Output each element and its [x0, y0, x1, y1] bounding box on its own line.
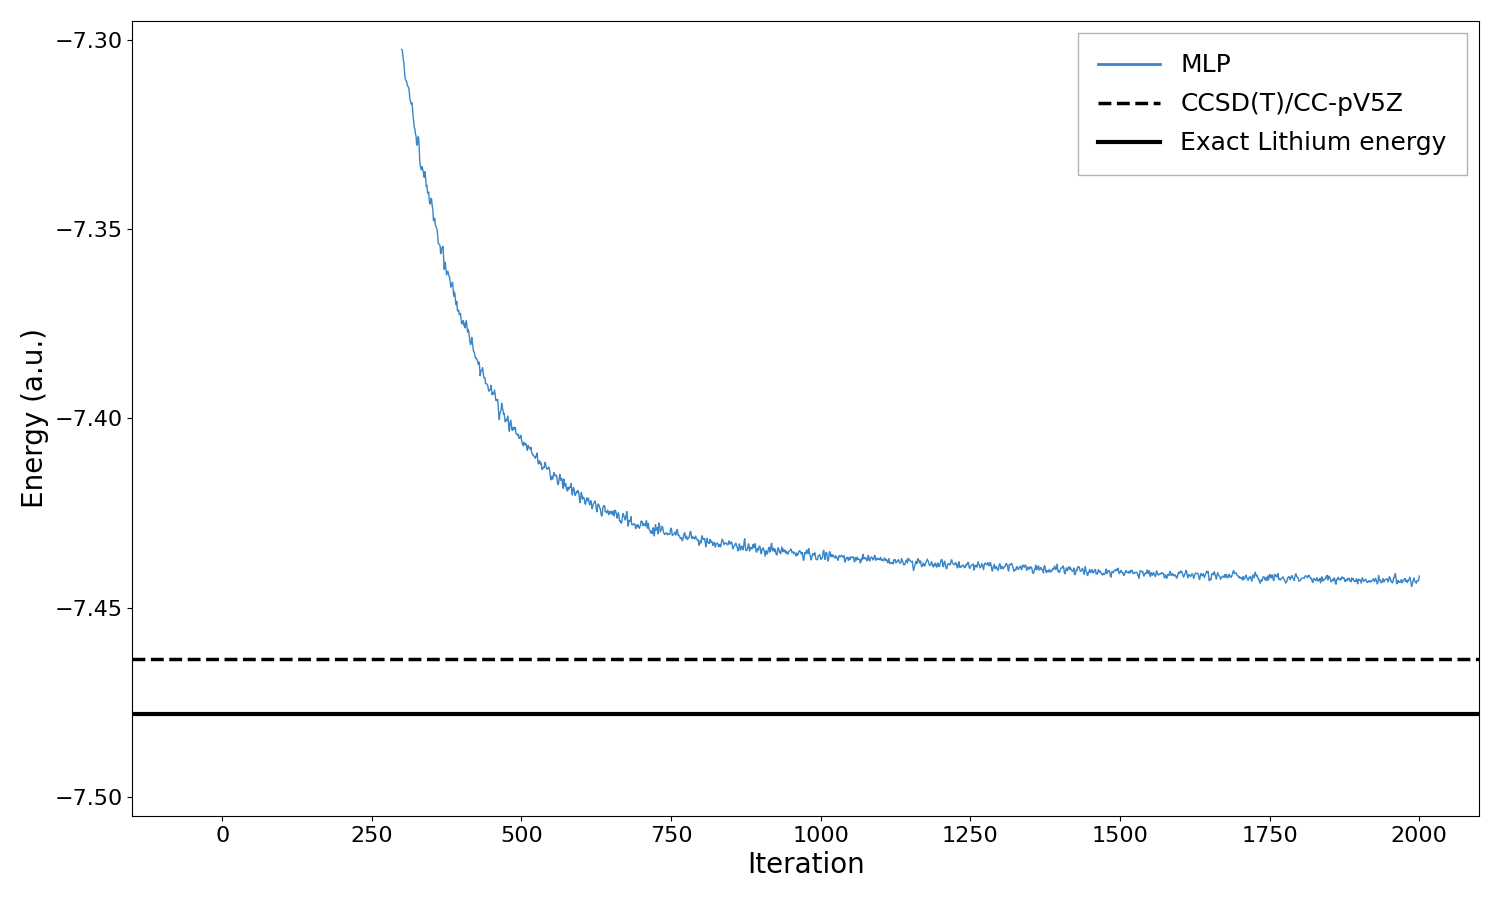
- MLP: [964, 559, 982, 570]
- Legend: MLP, CCSD(T)/CC-pV5Z, Exact Lithium energy: MLP, CCSD(T)/CC-pV5Z, Exact Lithium ener…: [1078, 33, 1467, 176]
- MLP: [522, 446, 540, 457]
- Exact Lithium energy: [213, 708, 231, 719]
- MLP: [1410, 571, 1428, 581]
- MLP: [393, 44, 411, 55]
- Y-axis label: Energy (a.u.): Energy (a.u.): [21, 328, 50, 508]
- MLP: [996, 562, 1014, 572]
- X-axis label: Iteration: Iteration: [747, 851, 864, 879]
- CCSD(T)/CC-pV5Z: [213, 653, 231, 664]
- Exact Lithium energy: [213, 708, 231, 719]
- MLP: [853, 549, 871, 560]
- CCSD(T)/CC-pV5Z: [213, 653, 231, 664]
- MLP: [1402, 581, 1420, 592]
- Line: MLP: MLP: [402, 50, 1419, 587]
- MLP: [1119, 568, 1137, 579]
- MLP: [978, 560, 996, 571]
